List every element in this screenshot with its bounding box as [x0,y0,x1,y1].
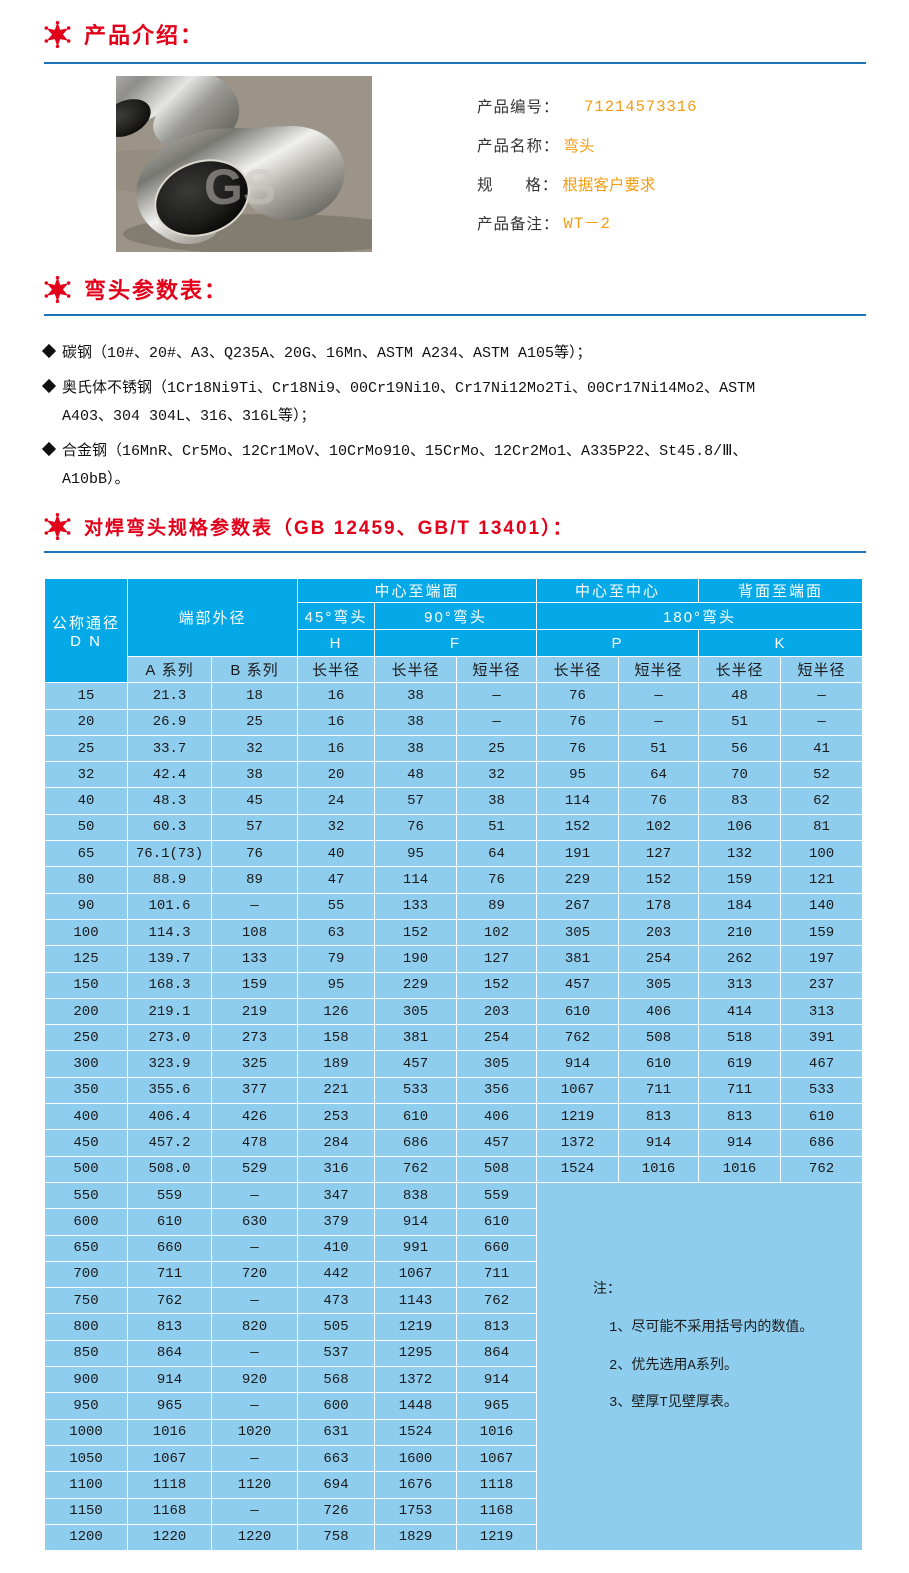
svg-text:GS: GS [204,159,276,215]
